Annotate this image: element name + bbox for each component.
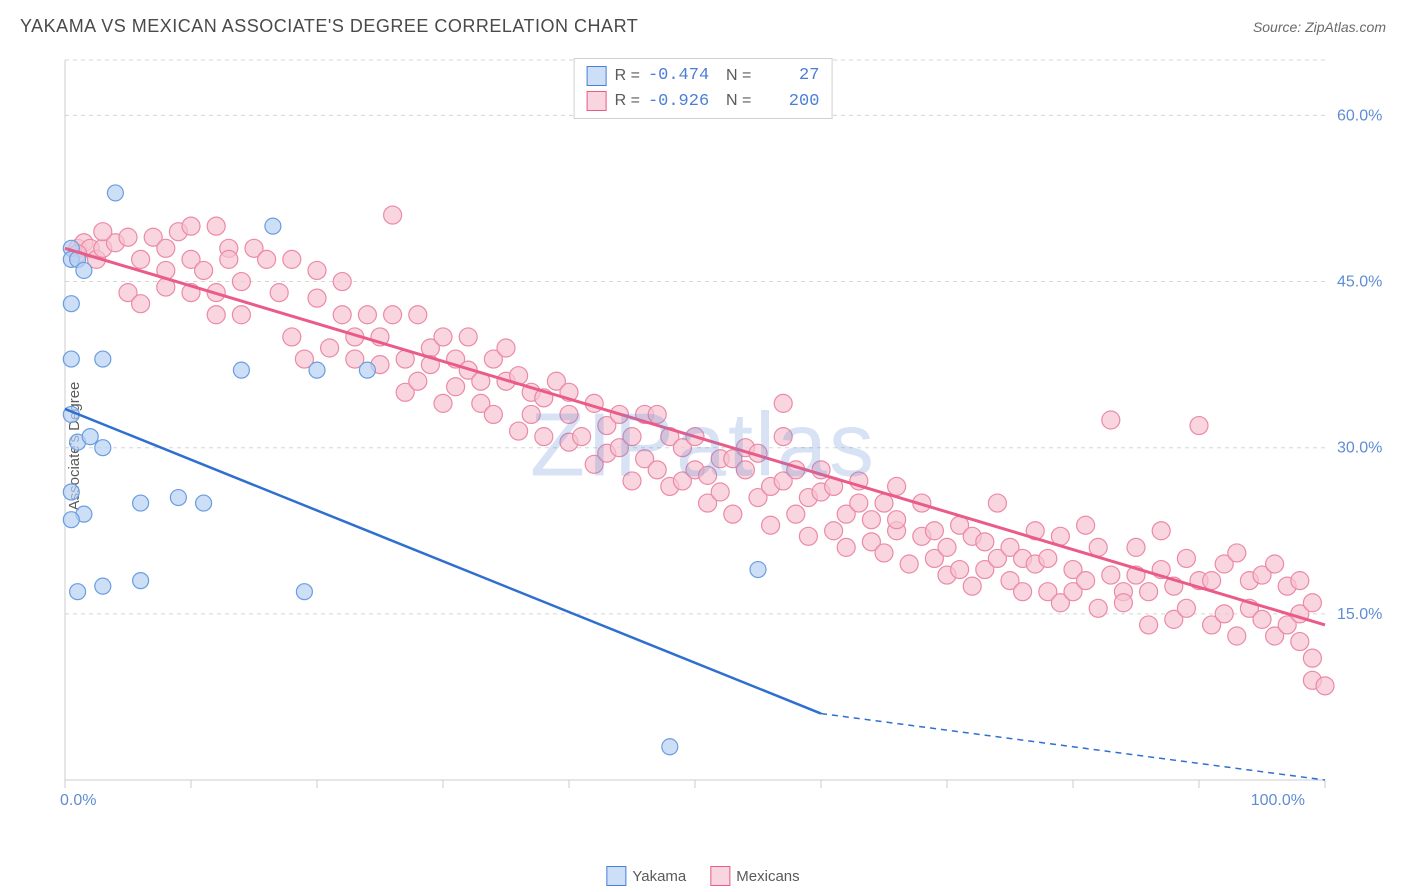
scatter-plot: 15.0% 30.0% 45.0% 60.0% 0.0% 100.0%	[55, 50, 1385, 820]
legend-swatch-yakama	[606, 866, 626, 886]
legend-swatch-mexicans	[710, 866, 730, 886]
r-label: R =	[615, 89, 640, 113]
chart-area: 15.0% 30.0% 45.0% 60.0% 0.0% 100.0%	[55, 50, 1385, 820]
svg-text:0.0%: 0.0%	[60, 792, 96, 809]
svg-text:60.0%: 60.0%	[1337, 107, 1382, 124]
svg-text:15.0%: 15.0%	[1337, 606, 1382, 623]
svg-text:30.0%: 30.0%	[1337, 440, 1382, 457]
r-label: R =	[615, 64, 640, 88]
legend-label-yakama: Yakama	[632, 868, 686, 885]
stats-row-mexicans: R = -0.926 N = 200	[587, 89, 820, 115]
correlation-stats-box: R = -0.474 N = 27 R = -0.926 N = 200	[574, 58, 833, 119]
stats-row-yakama: R = -0.474 N = 27	[587, 63, 820, 89]
source-attribution: Source: ZipAtlas.com	[1253, 19, 1386, 35]
svg-text:45.0%: 45.0%	[1337, 274, 1382, 291]
n-value-mexicans: 200	[759, 89, 819, 115]
swatch-mexicans	[587, 91, 607, 111]
r-value-mexicans: -0.926	[648, 89, 709, 115]
n-label: N =	[717, 64, 751, 88]
chart-title: YAKAMA VS MEXICAN ASSOCIATE'S DEGREE COR…	[20, 16, 638, 37]
r-value-yakama: -0.474	[648, 63, 709, 89]
legend-label-mexicans: Mexicans	[736, 868, 799, 885]
chart-header: YAKAMA VS MEXICAN ASSOCIATE'S DEGREE COR…	[0, 0, 1406, 45]
legend-item-mexicans: Mexicans	[710, 866, 799, 886]
svg-text:100.0%: 100.0%	[1251, 792, 1305, 809]
legend-item-yakama: Yakama	[606, 866, 686, 886]
n-value-yakama: 27	[759, 63, 819, 89]
swatch-yakama	[587, 66, 607, 86]
n-label: N =	[717, 89, 751, 113]
legend: Yakama Mexicans	[606, 866, 799, 886]
